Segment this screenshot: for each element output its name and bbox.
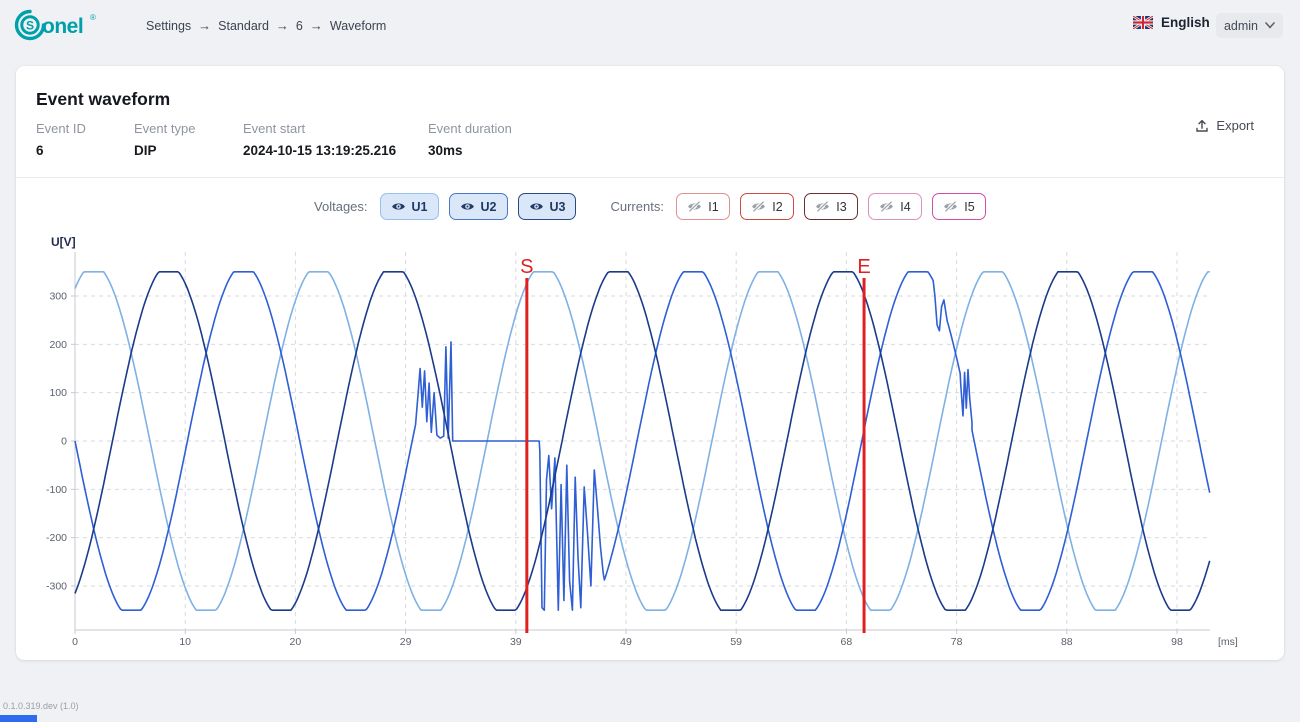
current-toggle-i2[interactable]: I2: [739, 193, 794, 220]
field-event-start: Event start 2024-10-15 13:19:25.216: [243, 121, 397, 158]
voltages-label: Voltages:: [314, 199, 368, 214]
export-upload-icon: [1196, 119, 1209, 132]
eye-icon: [460, 203, 474, 210]
current-toggle-label: I5: [964, 199, 975, 214]
eye-off-icon: [688, 201, 702, 212]
field-event-duration: Event duration 30ms: [428, 121, 512, 158]
voltage-toggle-label: U2: [480, 199, 497, 214]
dev-toolbar-chip[interactable]: [0, 715, 37, 722]
eye-icon: [391, 203, 405, 210]
voltage-toggle-label: U1: [411, 199, 428, 214]
field-event-type: Event type DIP: [134, 121, 196, 158]
channel-controls: Voltages: U1 U2 U3 Currents: I1 I2 I3 I4 I5: [16, 193, 1284, 220]
voltage-toggle-label: U3: [549, 199, 566, 214]
breadcrumb-item-6[interactable]: 6: [295, 18, 303, 33]
svg-text:S: S: [26, 19, 34, 33]
voltage-toggle-group: U1 U2 U3: [379, 193, 577, 220]
current-toggle-label: I2: [772, 199, 783, 214]
language-label: English: [1161, 15, 1210, 30]
voltage-toggle-u2[interactable]: U2: [448, 193, 508, 220]
breadcrumb-separator: →: [275, 18, 289, 33]
version-text: 0.1.0.319.dev (1.0): [3, 701, 79, 711]
svg-text:®: ®: [90, 13, 96, 22]
page-title: Event waveform: [36, 89, 171, 109]
svg-text:onel: onel: [42, 15, 83, 38]
breadcrumb: Settings → Standard → 6 → Waveform: [146, 18, 386, 33]
language-selector[interactable]: English: [1133, 15, 1210, 30]
breadcrumb-item-waveform[interactable]: Waveform: [329, 18, 387, 33]
user-menu-label: admin: [1223, 18, 1259, 33]
current-toggle-i4[interactable]: I4: [867, 193, 922, 220]
eye-off-icon: [944, 201, 958, 212]
eye-off-icon: [816, 201, 830, 212]
breadcrumb-item-standard[interactable]: Standard: [218, 18, 269, 33]
uk-flag-icon: [1133, 16, 1153, 29]
eye-icon: [529, 203, 543, 210]
eye-off-icon: [752, 201, 766, 212]
voltage-toggle-u1[interactable]: U1: [379, 193, 439, 220]
current-toggle-i5[interactable]: I5: [931, 193, 986, 220]
current-toggle-label: I1: [708, 199, 719, 214]
divider: [16, 177, 1284, 178]
breadcrumb-separator: →: [309, 18, 323, 33]
event-waveform-panel: Event waveform Event ID 6 Event type DIP…: [16, 66, 1284, 660]
voltage-toggle-u3[interactable]: U3: [517, 193, 577, 220]
field-event-id: Event ID 6: [36, 121, 86, 158]
breadcrumb-separator: →: [198, 18, 212, 33]
export-label: Export: [1216, 118, 1254, 133]
export-button[interactable]: Export: [1189, 114, 1260, 137]
current-toggle-group: I1 I2 I3 I4 I5: [675, 193, 986, 220]
user-menu[interactable]: admin: [1216, 13, 1283, 38]
chevron-down-icon: [1265, 22, 1275, 29]
current-toggle-label: I4: [900, 199, 911, 214]
navbar: S onel ® Settings → Standard → 6 → Waveform En…: [0, 0, 1300, 52]
current-toggle-i1[interactable]: I1: [675, 193, 730, 220]
eye-off-icon: [880, 201, 894, 212]
current-toggle-i3[interactable]: I3: [803, 193, 858, 220]
current-toggle-label: I3: [836, 199, 847, 214]
sonel-logo[interactable]: S onel ®: [14, 9, 124, 41]
breadcrumb-item-settings[interactable]: Settings: [146, 18, 192, 33]
currents-label: Currents:: [610, 199, 664, 214]
